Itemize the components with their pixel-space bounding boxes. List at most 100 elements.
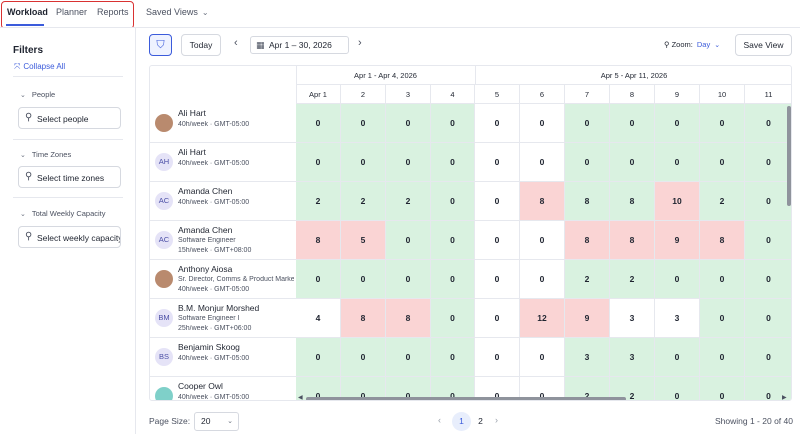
workload-cell[interactable]: 9 xyxy=(565,299,610,338)
page-size-select[interactable]: 20 ⌄ xyxy=(194,412,239,431)
scroll-left-icon[interactable]: ◀ xyxy=(298,395,303,401)
workload-cell[interactable]: 9 xyxy=(655,221,700,260)
workload-cell[interactable]: 8 xyxy=(565,221,610,260)
workload-cell[interactable]: 0 xyxy=(700,104,745,143)
workload-cell[interactable]: 0 xyxy=(386,143,431,182)
workload-cell[interactable]: 4 xyxy=(296,299,341,338)
workload-cell[interactable]: 0 xyxy=(431,221,475,260)
workload-cell[interactable]: 0 xyxy=(520,260,565,299)
workload-cell[interactable]: 0 xyxy=(475,299,520,338)
workload-cell[interactable]: 2 xyxy=(386,182,431,221)
workload-cell[interactable]: 0 xyxy=(520,338,565,377)
workload-cell[interactable]: 0 xyxy=(386,377,431,400)
tab-planner[interactable]: Planner xyxy=(56,7,88,17)
workload-cell[interactable]: 0 xyxy=(520,377,565,400)
workload-cell[interactable]: 0 xyxy=(700,260,745,299)
weekly-capacity-select[interactable]: ⚲ Select weekly capacity xyxy=(18,226,121,248)
workload-cell[interactable]: 0 xyxy=(386,260,431,299)
zoom-selector[interactable]: ⚲ Zoom: Day ⌄ xyxy=(664,40,720,49)
workload-cell[interactable]: 0 xyxy=(386,104,431,143)
workload-cell[interactable]: 0 xyxy=(655,260,700,299)
workload-cell[interactable]: 0 xyxy=(655,338,700,377)
workload-cell[interactable]: 3 xyxy=(565,338,610,377)
workload-cell[interactable]: 2 xyxy=(610,260,655,299)
workload-cell[interactable]: 0 xyxy=(475,377,520,400)
workload-cell[interactable]: 0 xyxy=(655,104,700,143)
collapse-all-button[interactable]: ⤧ Collapse All xyxy=(14,62,65,72)
workload-cell[interactable]: 2 xyxy=(700,182,745,221)
workload-cell[interactable]: 0 xyxy=(341,338,386,377)
filter-group-people[interactable]: ⌄ People xyxy=(20,90,55,99)
workload-cell[interactable]: 8 xyxy=(386,299,431,338)
workload-cell[interactable]: 0 xyxy=(745,143,791,182)
workload-cell[interactable]: 0 xyxy=(610,143,655,182)
next-page-button[interactable]: › xyxy=(495,415,498,425)
previous-page-button[interactable]: ‹ xyxy=(438,415,441,425)
workload-cell[interactable]: 0 xyxy=(610,104,655,143)
person-row[interactable]: Ali Hart 40h/week · GMT-05:00 xyxy=(150,104,296,143)
workload-cell[interactable]: 0 xyxy=(296,104,341,143)
workload-cell[interactable]: 0 xyxy=(296,143,341,182)
workload-cell[interactable]: 5 xyxy=(341,221,386,260)
workload-cell[interactable]: 0 xyxy=(700,338,745,377)
workload-cell[interactable]: 8 xyxy=(565,182,610,221)
workload-cell[interactable]: 2 xyxy=(610,377,655,400)
person-row[interactable]: AC Amanda Chen Software Engineer 15h/week ·… xyxy=(150,221,296,260)
people-select[interactable]: ⚲ Select people xyxy=(18,107,121,129)
date-range-picker[interactable]: ▦ Apr 1 – 30, 2026 xyxy=(250,36,349,54)
person-row[interactable]: AH Ali Hart 40h/week · GMT-05:00 xyxy=(150,143,296,182)
workload-cell[interactable]: 0 xyxy=(565,143,610,182)
workload-cell[interactable]: 0 xyxy=(431,338,475,377)
workload-cell[interactable]: 0 xyxy=(431,260,475,299)
person-row[interactable]: AC Amanda Chen 40h/week · GMT-05:00 xyxy=(150,182,296,221)
workload-cell[interactable]: 3 xyxy=(655,299,700,338)
workload-cell[interactable]: 0 xyxy=(475,182,520,221)
workload-cell[interactable]: 0 xyxy=(296,377,341,400)
workload-cell[interactable]: 0 xyxy=(745,377,791,400)
workload-cell[interactable]: 0 xyxy=(745,338,791,377)
workload-cell[interactable]: 0 xyxy=(745,260,791,299)
person-row[interactable]: BM B.M. Monjur Morshed Software Engineer I… xyxy=(150,299,296,338)
time-zones-select[interactable]: ⚲ Select time zones xyxy=(18,166,121,188)
save-view-button[interactable]: Save View xyxy=(735,34,792,56)
workload-cell[interactable]: 0 xyxy=(341,377,386,400)
workload-cell[interactable]: 0 xyxy=(745,182,791,221)
workload-cell[interactable]: 0 xyxy=(431,377,475,400)
workload-cell[interactable]: 0 xyxy=(745,221,791,260)
workload-cell[interactable]: 0 xyxy=(386,338,431,377)
workload-cell[interactable]: 8 xyxy=(610,221,655,260)
workload-cell[interactable]: 0 xyxy=(341,143,386,182)
workload-cell[interactable]: 10 xyxy=(655,182,700,221)
workload-cell[interactable]: 0 xyxy=(296,260,341,299)
scroll-right-icon[interactable]: ▶ xyxy=(782,395,787,401)
workload-cell[interactable]: 0 xyxy=(565,104,610,143)
workload-cell[interactable]: 3 xyxy=(610,299,655,338)
workload-cell[interactable]: 0 xyxy=(475,143,520,182)
workload-cell[interactable]: 2 xyxy=(341,182,386,221)
tab-workload[interactable]: Workload xyxy=(7,7,48,17)
workload-cell[interactable]: 8 xyxy=(520,182,565,221)
workload-cell[interactable]: 0 xyxy=(655,377,700,400)
workload-cell[interactable]: 2 xyxy=(296,182,341,221)
workload-cell[interactable]: 8 xyxy=(296,221,341,260)
filter-group-time-zones[interactable]: ⌄ Time Zones xyxy=(20,150,71,159)
workload-cell[interactable]: 0 xyxy=(700,377,745,400)
page-button-2[interactable]: 2 xyxy=(478,416,483,426)
workload-cell[interactable]: 2 xyxy=(565,377,610,400)
workload-cell[interactable]: 2 xyxy=(565,260,610,299)
workload-cell[interactable]: 0 xyxy=(431,182,475,221)
workload-cell[interactable]: 0 xyxy=(520,104,565,143)
workload-cell[interactable]: 0 xyxy=(475,260,520,299)
workload-cell[interactable]: 0 xyxy=(296,338,341,377)
workload-cell[interactable]: 0 xyxy=(341,104,386,143)
workload-cell[interactable]: 8 xyxy=(341,299,386,338)
person-row[interactable]: Anthony Aiosa Sr. Director, Comms & Produ… xyxy=(150,260,296,299)
person-row[interactable]: BS Benjamin Skoog 40h/week · GMT-05:00 xyxy=(150,338,296,377)
filter-group-weekly-capacity[interactable]: ⌄ Total Weekly Capacity xyxy=(20,209,106,218)
workload-cell[interactable]: 0 xyxy=(700,299,745,338)
workload-cell[interactable]: 0 xyxy=(431,104,475,143)
today-button[interactable]: Today xyxy=(181,34,221,56)
tab-reports[interactable]: Reports xyxy=(97,7,129,17)
person-row[interactable]: Cooper Owl 40h/week · GMT-05:00 xyxy=(150,377,296,400)
previous-period-button[interactable]: ‹ xyxy=(234,37,238,49)
